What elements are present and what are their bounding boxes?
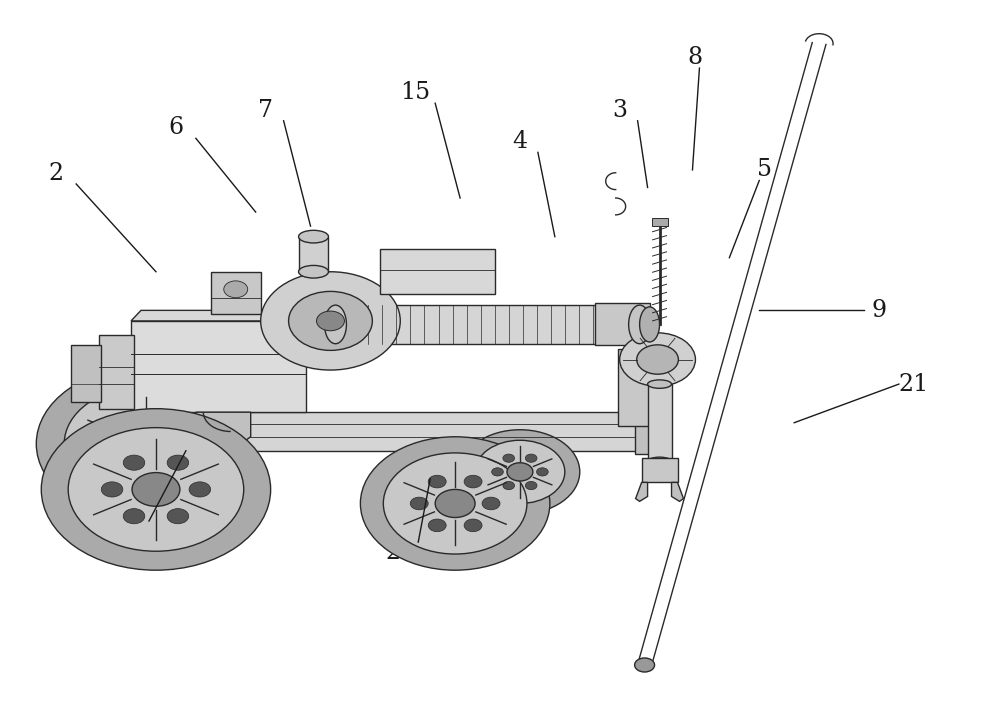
Text: 7: 7 — [258, 99, 273, 122]
Circle shape — [537, 468, 548, 476]
Ellipse shape — [648, 457, 672, 465]
Bar — [595, 303, 650, 345]
Text: 1: 1 — [123, 520, 139, 543]
Circle shape — [428, 475, 446, 488]
Bar — [648, 384, 672, 461]
Circle shape — [507, 462, 533, 481]
Circle shape — [224, 281, 248, 298]
Circle shape — [289, 291, 372, 350]
Text: 23: 23 — [385, 541, 415, 564]
Circle shape — [383, 453, 527, 554]
Circle shape — [360, 437, 550, 570]
Ellipse shape — [324, 305, 346, 344]
Bar — [211, 271, 261, 314]
Circle shape — [68, 428, 244, 551]
Circle shape — [157, 462, 176, 476]
Circle shape — [124, 429, 168, 459]
Text: 5: 5 — [757, 159, 772, 181]
Bar — [380, 249, 495, 294]
Circle shape — [116, 462, 135, 476]
Circle shape — [317, 311, 344, 331]
Bar — [335, 305, 640, 344]
Bar — [652, 218, 668, 226]
Bar — [99, 335, 134, 409]
Ellipse shape — [640, 307, 660, 342]
Polygon shape — [131, 310, 306, 321]
Ellipse shape — [629, 305, 651, 344]
Circle shape — [95, 437, 115, 450]
Text: 2: 2 — [49, 162, 64, 185]
Circle shape — [167, 508, 189, 524]
Circle shape — [123, 455, 145, 470]
Polygon shape — [196, 412, 251, 450]
Bar — [136, 391, 161, 450]
Bar — [618, 349, 656, 427]
Text: 3: 3 — [612, 99, 627, 122]
Circle shape — [116, 412, 135, 426]
Bar — [71, 345, 101, 402]
Circle shape — [525, 482, 537, 490]
Bar — [299, 237, 328, 271]
Bar — [136, 412, 660, 450]
Circle shape — [177, 437, 197, 450]
Ellipse shape — [299, 231, 328, 243]
Circle shape — [635, 658, 655, 672]
Circle shape — [36, 367, 256, 521]
Text: 9: 9 — [871, 299, 887, 322]
Bar — [642, 458, 678, 482]
Circle shape — [492, 468, 503, 476]
Polygon shape — [636, 482, 648, 501]
Circle shape — [503, 454, 515, 462]
Circle shape — [123, 508, 145, 524]
Circle shape — [464, 519, 482, 532]
Circle shape — [620, 333, 695, 386]
Circle shape — [157, 412, 176, 426]
Circle shape — [189, 482, 211, 497]
Circle shape — [482, 497, 500, 510]
Bar — [131, 321, 306, 412]
Text: 4: 4 — [512, 130, 528, 153]
Polygon shape — [672, 482, 683, 501]
Circle shape — [261, 271, 400, 370]
Circle shape — [167, 455, 189, 470]
Circle shape — [410, 497, 428, 510]
Circle shape — [428, 519, 446, 532]
Circle shape — [64, 386, 228, 501]
Circle shape — [435, 489, 475, 517]
Circle shape — [637, 345, 678, 374]
Circle shape — [503, 482, 515, 490]
Circle shape — [464, 475, 482, 488]
Text: 21: 21 — [899, 373, 929, 396]
Text: 6: 6 — [168, 116, 183, 140]
Circle shape — [525, 454, 537, 462]
Text: 15: 15 — [400, 81, 430, 104]
Ellipse shape — [299, 265, 328, 278]
Bar — [635, 391, 665, 454]
Circle shape — [460, 430, 580, 514]
Circle shape — [475, 441, 565, 503]
Ellipse shape — [648, 380, 672, 388]
Circle shape — [41, 409, 271, 570]
Circle shape — [132, 472, 180, 506]
Circle shape — [101, 482, 123, 497]
Text: 8: 8 — [687, 46, 702, 69]
